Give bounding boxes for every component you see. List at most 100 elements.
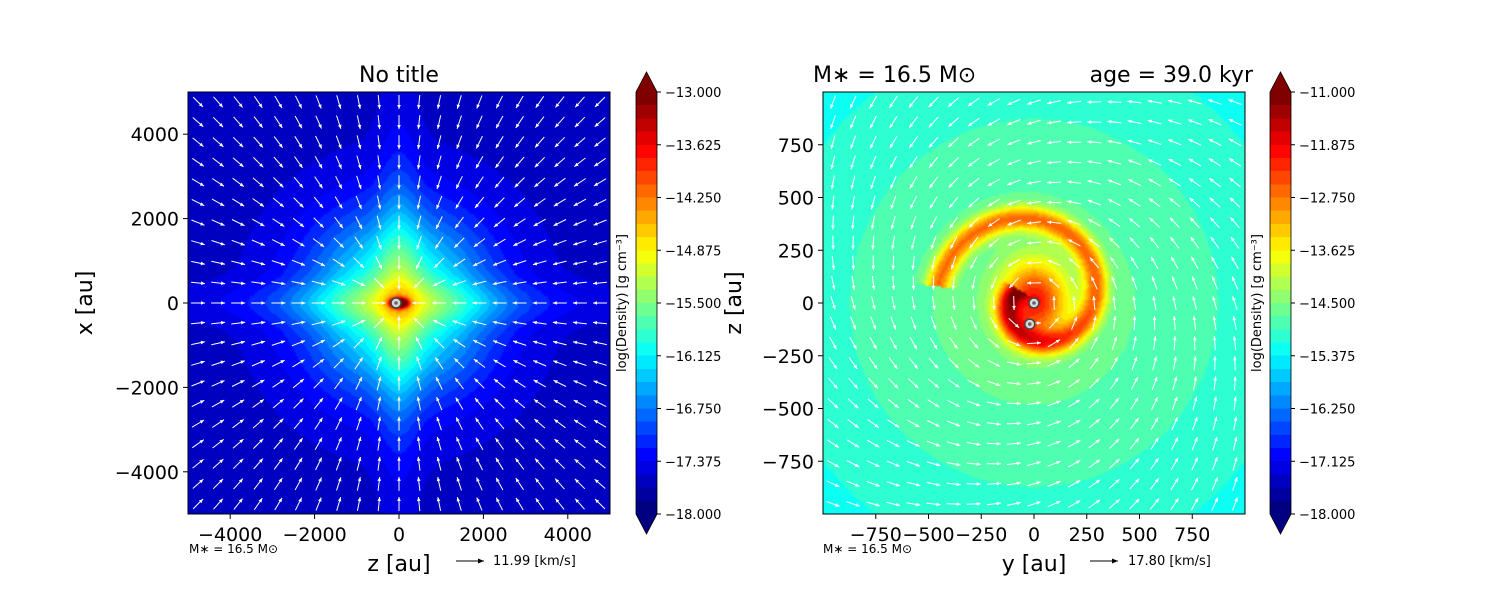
velocity-arrowhead	[338, 437, 342, 442]
velocity-arrowhead	[200, 222, 205, 226]
velocity-arrowhead	[512, 262, 518, 266]
left-scale-label: 11.99 [km/s]	[493, 554, 576, 569]
velocity-arrowhead	[300, 340, 305, 344]
left-sink-particles	[390, 297, 402, 309]
velocity-arrowhead	[870, 184, 874, 189]
velocity-arrowhead	[1151, 276, 1156, 281]
velocity-arrowhead	[318, 477, 322, 482]
velocity-arrowhead	[553, 399, 559, 404]
velocity-arrowhead	[416, 456, 421, 461]
velocity-arrowhead	[452, 320, 457, 324]
velocity-arrowhead	[397, 145, 401, 150]
velocity-arrowhead	[987, 182, 993, 186]
velocity-arrowhead	[891, 265, 895, 270]
velocity-arrowhead	[593, 182, 599, 186]
velocity-arrowhead	[456, 124, 460, 129]
velocity-arrowhead	[1007, 181, 1012, 186]
velocity-arrowhead	[1048, 278, 1054, 283]
velocity-arrowhead	[379, 318, 384, 323]
velocity-arrowhead	[1190, 217, 1195, 222]
velocity-arrowhead	[201, 301, 205, 305]
velocity-arrowhead	[473, 340, 478, 344]
velocity-arrowhead	[987, 162, 993, 166]
velocity-arrowhead	[987, 202, 993, 207]
velocity-arrowhead	[476, 497, 480, 502]
velocity-arrowhead	[496, 123, 500, 129]
velocity-arrowhead	[1115, 418, 1120, 423]
velocity-arrowhead	[870, 225, 875, 230]
velocity-arrowhead	[258, 103, 263, 108]
velocity-arrowhead	[533, 360, 538, 364]
right-panel: −750 −500 −250 0 250 500 750−750−500−250025050…	[722, 63, 1355, 577]
velocity-arrowhead	[397, 165, 401, 170]
velocity-arrowhead	[240, 261, 245, 266]
velocity-arrowhead	[1172, 316, 1177, 321]
velocity-arrowhead	[593, 222, 598, 226]
velocity-arrowhead	[476, 124, 480, 129]
velocity-arrowhead	[1095, 499, 1100, 504]
velocity-arrowhead	[515, 438, 519, 443]
velocity-arrowhead	[1027, 261, 1032, 265]
velocity-arrowhead	[494, 379, 499, 383]
velocity-arrowhead	[910, 224, 914, 230]
velocity-arrowhead	[1147, 99, 1152, 104]
velocity-arrowhead	[1154, 437, 1159, 443]
velocity-arrowhead	[1134, 377, 1138, 382]
velocity-arrowhead	[220, 281, 226, 285]
velocity-arrowhead	[996, 442, 1001, 446]
velocity-arrowhead	[1107, 139, 1112, 144]
velocity-arrowhead	[535, 123, 540, 128]
velocity-arrowhead	[989, 264, 994, 269]
velocity-arrowhead	[1193, 356, 1197, 361]
velocity-arrowhead	[935, 403, 940, 408]
velocity-arrowhead	[338, 457, 342, 462]
velocity-arrowhead	[1208, 99, 1213, 103]
velocity-arrowhead	[452, 282, 457, 286]
velocity-arrowhead	[1107, 159, 1112, 164]
velocity-arrowhead	[301, 301, 306, 305]
velocity-arrowhead	[573, 380, 578, 384]
velocity-arrowhead	[1154, 458, 1159, 463]
velocity-arrowhead	[854, 404, 859, 409]
velocity-arrowhead	[436, 497, 441, 502]
right-ylabel: z [au]	[722, 271, 747, 334]
colorbar-tick-label: −16.125	[665, 350, 721, 365]
velocity-arrowhead	[339, 223, 343, 229]
velocity-arrowhead	[377, 145, 382, 150]
velocity-arrowhead	[377, 376, 382, 381]
left-scale-arrowhead	[478, 558, 484, 564]
velocity-arrowhead	[956, 442, 961, 447]
velocity-arrowhead	[895, 502, 901, 507]
velocity-arrowhead	[357, 164, 362, 170]
velocity-arrowhead	[968, 122, 973, 127]
velocity-arrowhead	[513, 379, 519, 384]
velocity-arrowhead	[318, 457, 322, 462]
velocity-arrowhead	[261, 320, 266, 325]
velocity-arrowhead	[912, 305, 916, 310]
velocity-arrowhead	[954, 364, 959, 369]
velocity-arrowhead	[895, 463, 900, 467]
velocity-arrowhead	[1229, 197, 1234, 202]
velocity-arrowhead	[1128, 179, 1133, 183]
y-tick-label: 2000	[131, 209, 179, 231]
velocity-arrowhead	[239, 458, 244, 463]
velocity-arrowhead	[240, 222, 245, 226]
velocity-arrowhead	[1212, 316, 1217, 321]
velocity-arrowhead	[1115, 438, 1120, 443]
velocity-arrowhead	[260, 242, 265, 246]
velocity-arrowhead	[934, 364, 939, 369]
velocity-arrowhead	[1036, 461, 1041, 465]
velocity-arrowhead	[892, 325, 897, 330]
velocity-arrowhead	[397, 125, 401, 130]
velocity-arrowhead	[238, 498, 243, 503]
velocity-arrowhead	[1189, 178, 1194, 183]
velocity-arrowhead	[259, 438, 264, 443]
velocity-arrowhead	[915, 482, 921, 487]
velocity-arrowhead	[1154, 376, 1158, 382]
velocity-arrowhead	[1191, 256, 1195, 261]
velocity-arrowhead	[875, 503, 880, 507]
velocity-arrowhead	[514, 418, 519, 423]
velocity-arrowhead	[830, 104, 834, 109]
velocity-arrowhead	[495, 163, 500, 168]
